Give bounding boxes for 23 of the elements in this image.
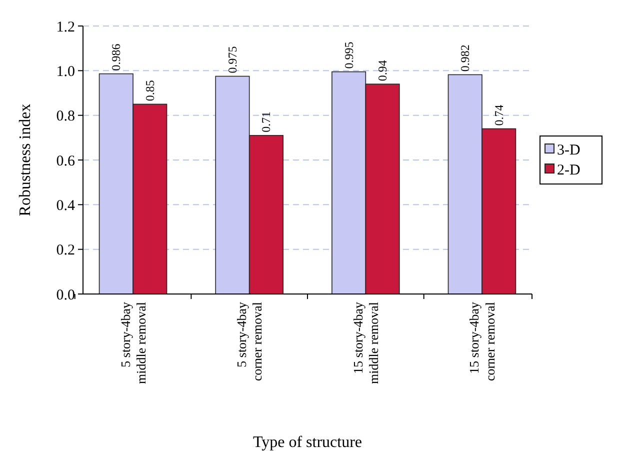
y-tick-label: 0.4: [56, 198, 76, 214]
data-label: 0.986: [109, 44, 124, 71]
x-axis-title: Type of structure: [252, 434, 362, 451]
x-tick-label: 5 story-4bay middle removal: [118, 302, 148, 384]
y-tick-label: 0.6: [56, 153, 76, 170]
y-tick-label: 0.8: [56, 108, 75, 125]
y-tick-label: 1.2: [56, 19, 75, 36]
y-tick-label: 1.0: [56, 64, 75, 80]
y-tick-label: 0.2: [56, 242, 75, 259]
data-label: 0.975: [225, 46, 240, 74]
legend-label: 3-D: [557, 142, 580, 158]
data-label: 0.71: [259, 111, 274, 132]
x-tick-label: 5 story-4bay corner removal: [234, 302, 265, 382]
y-tick-label: 0.0: [56, 287, 75, 304]
data-label: 0.995: [342, 42, 356, 69]
legend-label: 2-D: [557, 162, 580, 178]
x-tick-label: 15 story-4bay corner removal: [466, 302, 498, 382]
y-axis-title: Robustness index: [17, 104, 34, 216]
data-label: 0.85: [142, 80, 157, 102]
data-label: 0.74: [492, 104, 506, 126]
data-label: 0.94: [376, 60, 390, 82]
x-tick-label: 15 story-4bay middle removal: [350, 302, 382, 384]
data-label: 0.982: [458, 44, 472, 72]
